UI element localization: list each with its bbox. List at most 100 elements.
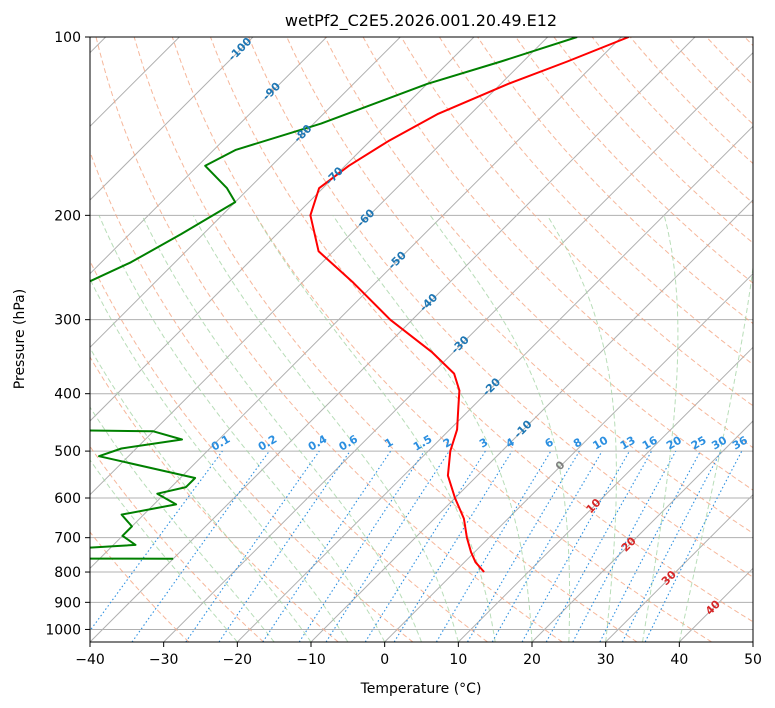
mixing-ratio-line [393, 450, 513, 642]
dry-adiabat-line [438, 37, 753, 366]
isotherm-line [163, 51, 753, 642]
chart-title: wetPf2_C2E5.2026.001.20.49.E12 [285, 11, 557, 31]
dry-adiabat-line [90, 531, 190, 642]
isotherm-label: -20 [480, 375, 503, 398]
isotherm-line [236, 125, 753, 642]
moist-adiabat-line [546, 215, 617, 642]
isotherm-line [605, 493, 753, 642]
moist-adiabat-line [90, 459, 238, 642]
x-tick-label: −10 [296, 652, 326, 668]
isotherm-line [384, 272, 753, 642]
x-tick-label: 50 [744, 652, 762, 668]
mixing-ratio-line [218, 450, 351, 642]
mixing-ratio-label: 1.5 [411, 433, 434, 454]
dry-adiabat-line [706, 37, 753, 86]
isotherm-line [310, 199, 753, 642]
isotherm-label: -80 [291, 122, 314, 145]
isotherm-line [90, 37, 401, 349]
dewpoint-line [90, 37, 578, 560]
mixing-ratio-line [185, 450, 320, 642]
mixing-ratio-line [435, 450, 552, 642]
x-tick-label: 10 [449, 652, 467, 668]
mixing-ratio-label: 20 [664, 433, 684, 452]
dry-adiabat-line [95, 37, 563, 642]
dry-adiabat-line [324, 37, 753, 491]
x-tick-label: 0 [380, 652, 389, 668]
dry-adiabat-line [90, 356, 339, 642]
dry-adiabat-line [90, 150, 488, 642]
mixing-ratio-line [621, 450, 722, 642]
x-axis-label: Temperature (°C) [360, 681, 482, 697]
background-lines [90, 37, 753, 642]
y-tick-label: 300 [54, 313, 81, 329]
dry-adiabat-line [515, 37, 753, 284]
mixing-ratio-label: 36 [730, 433, 750, 452]
mixing-ratio-label: 16 [640, 433, 660, 452]
isotherm-label: 10 [584, 496, 604, 516]
isotherm-line [90, 37, 696, 642]
y-tick-label: 200 [54, 208, 81, 224]
y-axis-label: Pressure (hPa) [12, 289, 28, 389]
x-tick-label: 20 [523, 652, 541, 668]
mixing-ratio-line [599, 450, 701, 642]
isotherm-line [90, 37, 328, 275]
y-axis: 100 200 300 400 500 600 700 800 900 1000 [45, 30, 90, 638]
moist-adiabat-line [429, 215, 571, 642]
y-tick-label: 700 [54, 531, 81, 547]
mixing-ratio-label: 13 [618, 434, 638, 453]
mixing-ratio-line [467, 450, 580, 642]
dry-adiabat-line [90, 259, 414, 642]
mixing-ratio-line [298, 450, 425, 642]
y-tick-label: 900 [54, 595, 81, 611]
mixing-ratio-line [325, 450, 450, 642]
mixing-ratio-label: 25 [689, 434, 709, 453]
mixing-ratio-label: 30 [709, 433, 729, 452]
isotherm-line [90, 37, 475, 422]
isotherm-line [752, 641, 753, 642]
temperature-line [309, 37, 630, 573]
isotherm-line [678, 567, 753, 642]
isotherm-line [531, 420, 753, 642]
y-tick-label: 1000 [45, 622, 81, 638]
moist-adiabat-line [192, 215, 459, 642]
y-tick-label: 400 [54, 387, 81, 403]
mixing-ratio-line [262, 450, 392, 642]
y-tick-label: 500 [54, 444, 81, 460]
dry-adiabat-line [90, 445, 264, 642]
isotherm-line [90, 37, 622, 570]
plot-frame [89, 36, 754, 643]
profile-lines [90, 37, 630, 573]
x-tick-label: 40 [670, 652, 688, 668]
moist-adiabat-line [254, 215, 496, 642]
moist-adiabat-line [642, 215, 679, 642]
dry-adiabat-line [668, 37, 753, 125]
moist-adiabat-line [90, 347, 312, 642]
mixing-ratio-line [545, 450, 653, 642]
dry-adiabat-line [744, 37, 753, 47]
mixing-ratio-line [90, 450, 223, 632]
moist-adiabat-line [332, 215, 533, 642]
mixing-ratio-label: 1 [382, 436, 395, 451]
dry-adiabat-line [591, 37, 753, 204]
x-tick-label: 30 [597, 652, 615, 668]
moist-adiabat-line [141, 215, 422, 642]
isotherm-label: -50 [386, 248, 409, 271]
dry-adiabat-line [400, 37, 753, 407]
moist-adiabat-line [98, 215, 386, 642]
dry-adiabat-line [133, 37, 638, 642]
moist-adiabat-line [90, 406, 275, 642]
isotherm-line [457, 346, 753, 642]
mixing-ratio-label: 10 [590, 433, 610, 452]
moist-adiabat-line [678, 263, 753, 642]
x-tick-label: −40 [75, 652, 105, 668]
x-tick-label: −30 [149, 652, 179, 668]
isotherm-label: 40 [703, 597, 723, 617]
mixing-ratio-labels: 0.1 0.2 0.4 0.6 1 1.5 2 3 4 6 8 10 13 16 20 25 30 36 [209, 432, 750, 453]
mixing-ratio-line [572, 450, 677, 642]
mixing-ratio-label: 3 [477, 436, 490, 451]
mixing-ratio-line [521, 450, 630, 642]
mixing-ratio-line [131, 450, 270, 642]
mixing-ratio-label: 0.2 [256, 433, 279, 454]
